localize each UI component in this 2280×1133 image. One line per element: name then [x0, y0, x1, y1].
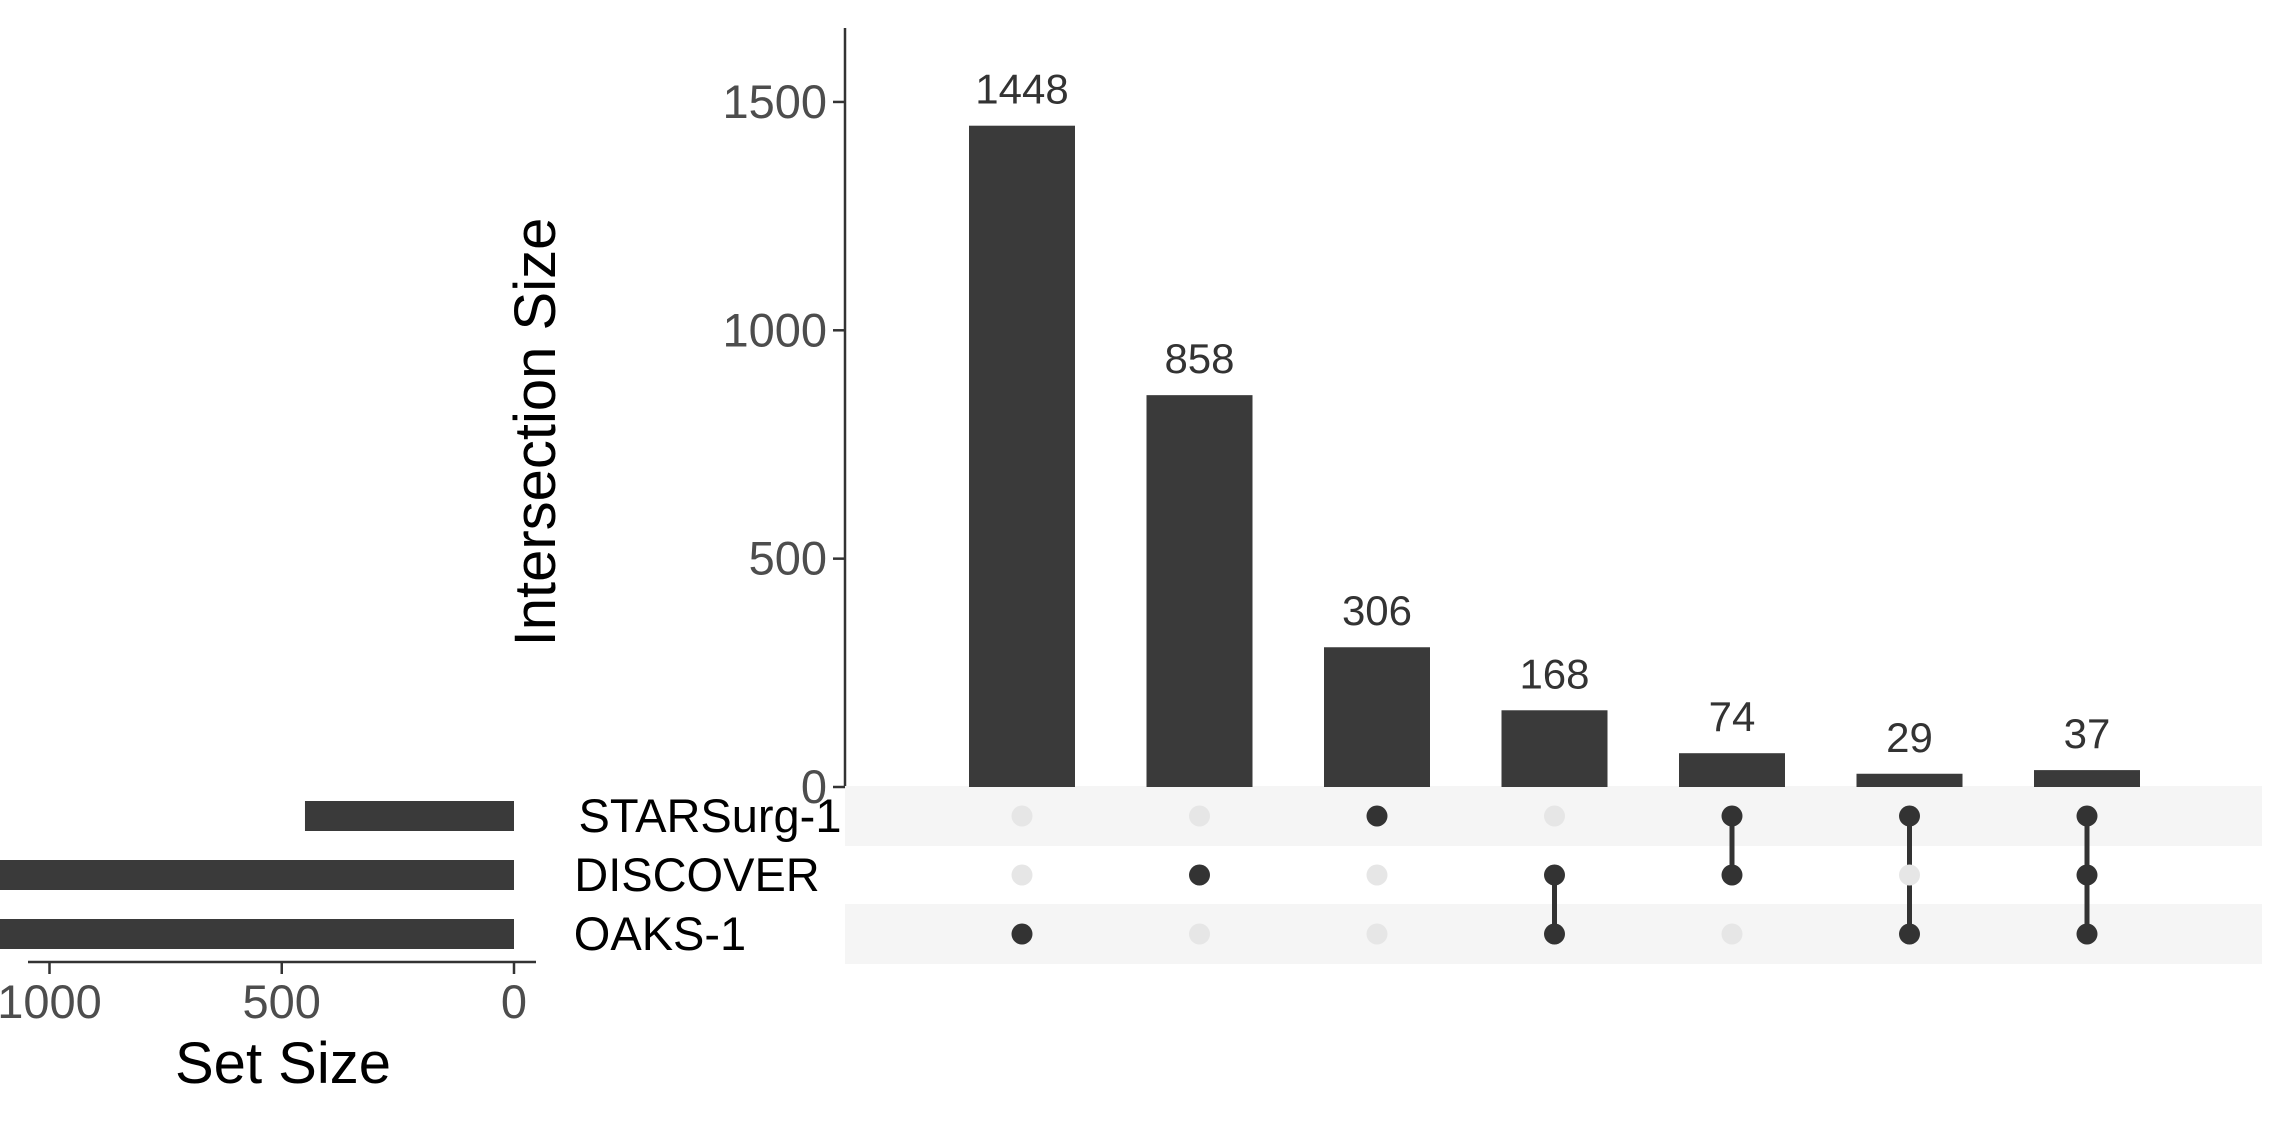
intersection-bar-label: 1448	[975, 66, 1068, 113]
intersection-bar	[1856, 773, 1963, 787]
intersection-bar	[2034, 770, 2140, 787]
intersection-bar	[969, 125, 1075, 787]
matrix-dot-active	[1721, 864, 1743, 886]
intersection-bar	[1501, 710, 1608, 787]
set-size-tick-label: 1000	[0, 975, 102, 1028]
intersection-bar	[1146, 395, 1253, 787]
set-name-label: OAKS-1	[574, 907, 746, 960]
y-axis-title: Intersection Size	[503, 218, 568, 647]
matrix-dot-active	[1366, 805, 1388, 827]
matrix-dot-active	[1899, 923, 1920, 945]
matrix-dot-inactive	[1899, 864, 1920, 886]
set-size-bar	[0, 860, 515, 890]
intersection-bar-label: 858	[1164, 335, 1234, 382]
set-size-axis-title: Set Size	[175, 1031, 391, 1096]
matrix-dot-inactive	[1366, 923, 1388, 945]
matrix-dot-active	[1189, 864, 1210, 886]
matrix-dot-inactive	[1011, 864, 1033, 886]
matrix-dot-active	[1544, 923, 1565, 945]
set-size-tick-label: 0	[501, 975, 527, 1028]
intersection-bar-label: 306	[1342, 587, 1412, 634]
intersection-bar-label: 29	[1886, 714, 1933, 761]
matrix-dot-inactive	[1011, 805, 1033, 827]
intersection-bar-label: 37	[2064, 710, 2111, 757]
matrix-dot-inactive	[1366, 864, 1388, 886]
intersection-bar	[1679, 753, 1785, 787]
set-name-label: DISCOVER	[574, 848, 820, 901]
set-size-bar	[0, 919, 515, 949]
matrix-dot-active	[2076, 864, 2098, 886]
matrix-dot-inactive	[1189, 805, 1210, 827]
set-size-bar	[304, 801, 514, 831]
y-tick-label: 0	[801, 760, 827, 813]
matrix-dot-active	[1899, 805, 1920, 827]
matrix-dot-active	[1011, 923, 1033, 945]
intersection-bar-label: 168	[1519, 650, 1589, 697]
matrix-dot-active	[2076, 923, 2098, 945]
matrix-dot-inactive	[1544, 805, 1565, 827]
matrix-dot-active	[1721, 805, 1743, 827]
y-tick-label: 500	[749, 532, 827, 585]
matrix-dot-inactive	[1189, 923, 1210, 945]
matrix-dot-inactive	[1721, 923, 1743, 945]
y-tick-label: 1000	[722, 303, 827, 356]
y-tick-label: 1500	[722, 75, 827, 128]
set-name-label: STARSurg-1	[579, 789, 842, 842]
intersection-bar-label: 74	[1709, 693, 1756, 740]
matrix-dot-active	[2076, 805, 2098, 827]
set-size-tick-label: 500	[243, 975, 321, 1028]
intersection-bar	[1324, 647, 1430, 787]
matrix-dot-active	[1544, 864, 1565, 886]
